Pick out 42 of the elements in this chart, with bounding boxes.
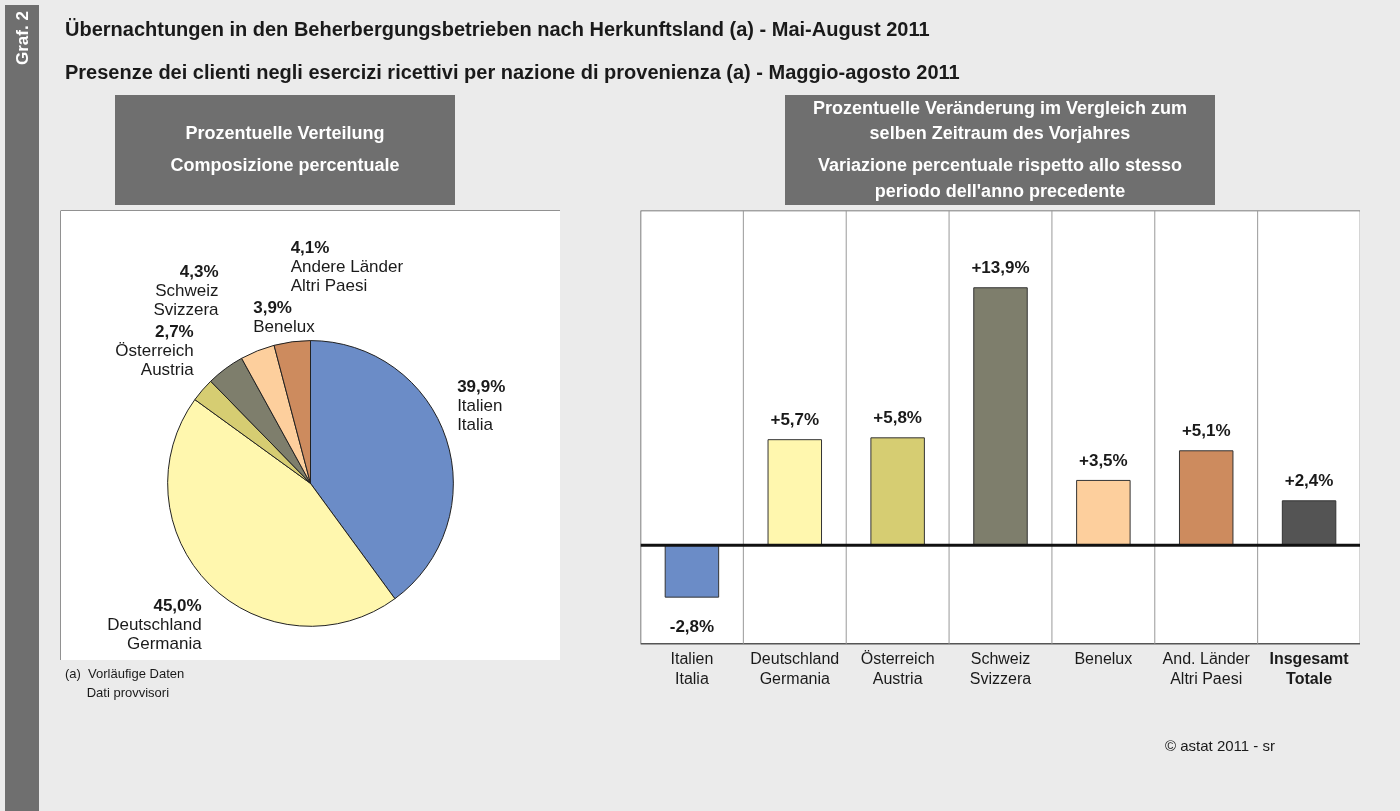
x-tick-label: And. Länder Altri Paesi: [1162, 649, 1251, 687]
slice-label: Italien Italia: [457, 395, 503, 434]
bar: [664, 544, 720, 598]
data-label: +13,9%: [971, 257, 1030, 277]
x-tick-label: Italien Italia: [670, 649, 714, 687]
data-label: -2,8%: [669, 616, 715, 636]
chart-title: Prozentuelle Veränderung im Vergleich zum selben Zeitraum des Vorjahres: [811, 96, 1189, 146]
slice-label: Deutschland Germania: [107, 615, 203, 654]
chart-subtitle: Variazione percentuale rispetto allo stesso periodo dell'anno precedente: [816, 154, 1184, 203]
x-tick-label: Schweiz Svizzera: [969, 649, 1032, 687]
bar: [1281, 500, 1337, 546]
data-label: +3,5%: [1079, 450, 1128, 470]
bar: [973, 287, 1028, 546]
text: © astat 2011 - sr: [1165, 736, 1275, 756]
text: Prozentuelle Verteilung: [184, 122, 386, 146]
x-tick-label: Benelux: [1074, 649, 1133, 667]
data-label: 3,9%: [253, 297, 292, 317]
text: (a) Vorläufige Daten Dati provvisori: [65, 665, 185, 702]
bar: [1178, 450, 1234, 546]
slice-label: Andere Länder Altri Paesi: [290, 256, 404, 295]
chart-title: Übernachtungen in den Beherbergungsbetrieben nach Herkunftsland (a) - Mai-August 2011: [65, 17, 931, 42]
data-label: 45,0%: [153, 596, 202, 616]
slice-label: Schweiz Svizzera: [153, 281, 220, 320]
data-label: +2,4%: [1284, 470, 1334, 490]
x-tick-label: Insgesamt Totale: [1269, 649, 1350, 687]
data-label: +5,1%: [1181, 420, 1231, 440]
data-label: +5,8%: [873, 407, 922, 427]
data-label: 2,7%: [154, 322, 194, 342]
x-tick-label: Deutschland Germania: [750, 649, 840, 687]
bar: [870, 437, 925, 546]
data-label: 4,3%: [179, 262, 219, 282]
bar: [1076, 479, 1131, 546]
data-label: 39,9%: [457, 376, 506, 396]
text: Graf. 2: [12, 11, 33, 65]
data-label: 4,1%: [290, 237, 330, 257]
slice-label: Benelux: [253, 316, 316, 336]
text: Composizione percentuale: [169, 154, 401, 177]
x-tick-label: Österreich Austria: [860, 649, 935, 687]
slice-label: Österreich Austria: [115, 341, 195, 380]
bar: [767, 439, 823, 546]
data-label: +5,7%: [770, 409, 820, 429]
chart-subtitle: Presenze dei clienti negli esercizi ricettivi per nazione di provenienza (a) - Maggio-agosto 2011: [65, 59, 960, 85]
